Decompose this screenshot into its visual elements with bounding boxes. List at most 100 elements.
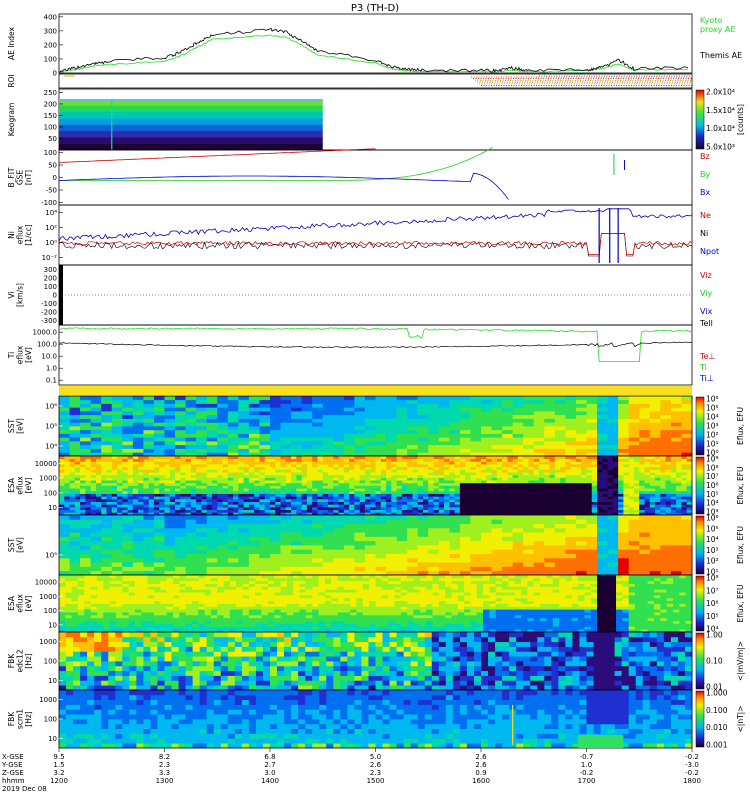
spectrogram-cell — [454, 480, 461, 484]
spectrogram-cell — [317, 509, 324, 513]
spectrogram-cell — [238, 536, 250, 542]
spectrogram-cell — [602, 490, 609, 494]
spectrogram-cell — [132, 396, 144, 401]
spectrogram-cell — [259, 527, 271, 533]
spectrogram-cell — [438, 458, 445, 462]
spectrogram-cell — [449, 515, 461, 520]
spectrogram-cell — [259, 469, 266, 473]
spectrogram-cell — [201, 493, 208, 497]
spectrogram-cell — [333, 426, 345, 431]
spectrogram-cell — [380, 501, 387, 505]
spectrogram-cell — [375, 553, 387, 559]
spectrogram-cell — [180, 498, 186, 502]
spectrogram-cell — [433, 501, 440, 505]
spectrogram-cell — [354, 466, 361, 470]
spectrogram-cell — [128, 597, 136, 602]
spectrogram-cell — [143, 418, 155, 423]
spectrogram-cell — [459, 461, 466, 465]
spectrogram-cell — [586, 566, 598, 572]
spectrogram-cell — [175, 485, 181, 489]
spectrogram-cell — [554, 493, 561, 497]
spectrogram-cell — [74, 482, 81, 486]
spectrogram-cell — [449, 458, 456, 462]
spectrogram-cell — [333, 506, 339, 511]
spectrogram-cell — [101, 464, 107, 468]
spectrogram-cell — [65, 626, 73, 630]
spectrogram-cell — [64, 469, 70, 473]
spectrogram-cell — [64, 506, 70, 511]
spectrogram-cell — [591, 488, 598, 492]
spectrogram-cell — [396, 532, 408, 537]
spectrogram-cell — [59, 448, 70, 453]
spectrogram-cell — [533, 433, 545, 438]
spectrogram-cell — [248, 501, 255, 505]
spectrogram-cell — [670, 418, 682, 423]
spectrogram-cell — [180, 456, 186, 460]
spectrogram-cell — [512, 452, 524, 457]
spectrogram-cell — [364, 488, 371, 492]
spectrogram-cell — [59, 612, 66, 616]
spectrogram-cell — [628, 549, 640, 554]
spectrogram-cell — [115, 594, 123, 599]
spectrogram-cell — [517, 509, 524, 513]
spectrogram-cell — [343, 461, 350, 465]
spectrogram-cell — [238, 512, 245, 516]
spectrogram-cell — [103, 589, 111, 593]
spectrogram-cell — [375, 469, 382, 473]
spectrogram-cell — [681, 536, 693, 542]
spectrogram-cell — [322, 515, 334, 520]
spectrogram-cell — [523, 444, 535, 449]
spectrogram-cell — [111, 422, 123, 427]
spectrogram-cell — [280, 477, 287, 481]
spectrogram-cell — [428, 523, 440, 529]
spectrogram-cell — [122, 472, 128, 476]
spectrogram-cell — [396, 418, 408, 423]
spectrogram-cell — [196, 519, 208, 524]
spectrogram-cell — [248, 545, 260, 550]
spectrogram-cell — [317, 456, 324, 460]
spectrogram-cell — [554, 527, 566, 533]
spectrogram-cell — [301, 429, 313, 434]
spectrogram-cell — [291, 506, 297, 511]
spectrogram-cell — [523, 407, 535, 412]
spectrogram-cell — [628, 515, 640, 520]
spectrogram-cell — [560, 496, 566, 500]
spectrogram-cell — [528, 498, 535, 502]
spectrogram-cell — [328, 506, 334, 511]
spectrogram-cell — [575, 456, 582, 460]
spectrogram-cell — [407, 407, 419, 412]
spectrogram-cell — [206, 523, 218, 529]
spectrogram-cell — [322, 557, 334, 563]
spectrogram-cell — [185, 600, 193, 604]
spectrogram-cell — [175, 461, 181, 465]
spectrogram-cell — [433, 464, 440, 468]
spectrogram-cell — [512, 429, 524, 434]
spectrogram-cell — [417, 482, 424, 486]
spectrogram-cell — [607, 429, 619, 434]
spectrogram-cell — [586, 461, 593, 465]
spectrogram-cell — [80, 407, 92, 412]
spectrogram-cell — [153, 600, 161, 604]
spectrogram-cell — [196, 422, 208, 427]
spectrogram-cell — [143, 444, 155, 449]
spectrogram-cell — [565, 553, 577, 559]
spectrogram-cell — [59, 477, 65, 481]
spectrogram-cell — [301, 509, 308, 513]
spectrogram-cell — [364, 498, 371, 502]
spectrogram-cell — [291, 501, 297, 505]
spectrogram-cell — [459, 549, 471, 554]
spectrogram-cell — [248, 399, 260, 404]
spectrogram-cell — [586, 477, 593, 481]
spectrogram-cell — [523, 474, 529, 478]
spectrogram-cell — [96, 600, 104, 604]
spectrogram-cell — [109, 589, 117, 593]
spectrogram-cell — [147, 614, 155, 619]
spectrogram-cell — [141, 586, 149, 590]
spectrogram-cell — [71, 600, 79, 604]
spectrogram-cell — [80, 464, 86, 468]
spectrogram-cell — [206, 480, 213, 484]
spectrogram-cell — [581, 498, 587, 502]
spectrogram-cell — [354, 553, 366, 559]
spectrogram-cell — [502, 566, 514, 572]
spectrogram-cell — [322, 488, 329, 492]
